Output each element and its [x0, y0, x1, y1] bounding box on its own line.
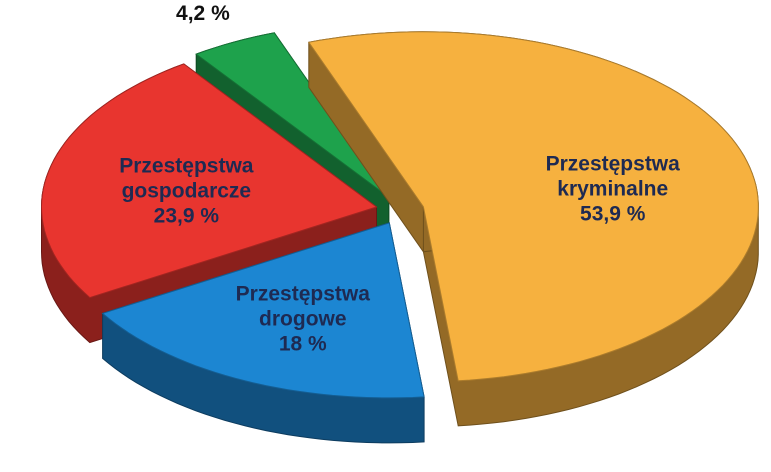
- slice: [40, 63, 378, 299]
- slice: [195, 32, 390, 198]
- category-label: Przestępstwa drogowe: [235, 282, 370, 331]
- value-label: 23,9 %: [153, 204, 220, 228]
- category-label: Przestępstwa kryminalne: [545, 152, 680, 201]
- slice-label: Przestępstwa gospodarcze 23,9 %: [119, 154, 253, 229]
- value-label: 4,2 %: [176, 2, 230, 26]
- value-label: 18 %: [278, 332, 327, 356]
- slice-label: Przestępstwa drogowe 18 %: [236, 281, 370, 356]
- category-label: Inne: [181, 0, 224, 1]
- slice-label: Przestępstwa kryminalne 53,9 %: [546, 151, 680, 226]
- slice: [307, 31, 759, 382]
- slice-label: Inne4,2 %: [176, 0, 230, 26]
- value-label: 53,9 %: [580, 202, 646, 226]
- slice: [101, 222, 425, 399]
- category-label: Przestępstwa gospodarcze: [119, 154, 254, 203]
